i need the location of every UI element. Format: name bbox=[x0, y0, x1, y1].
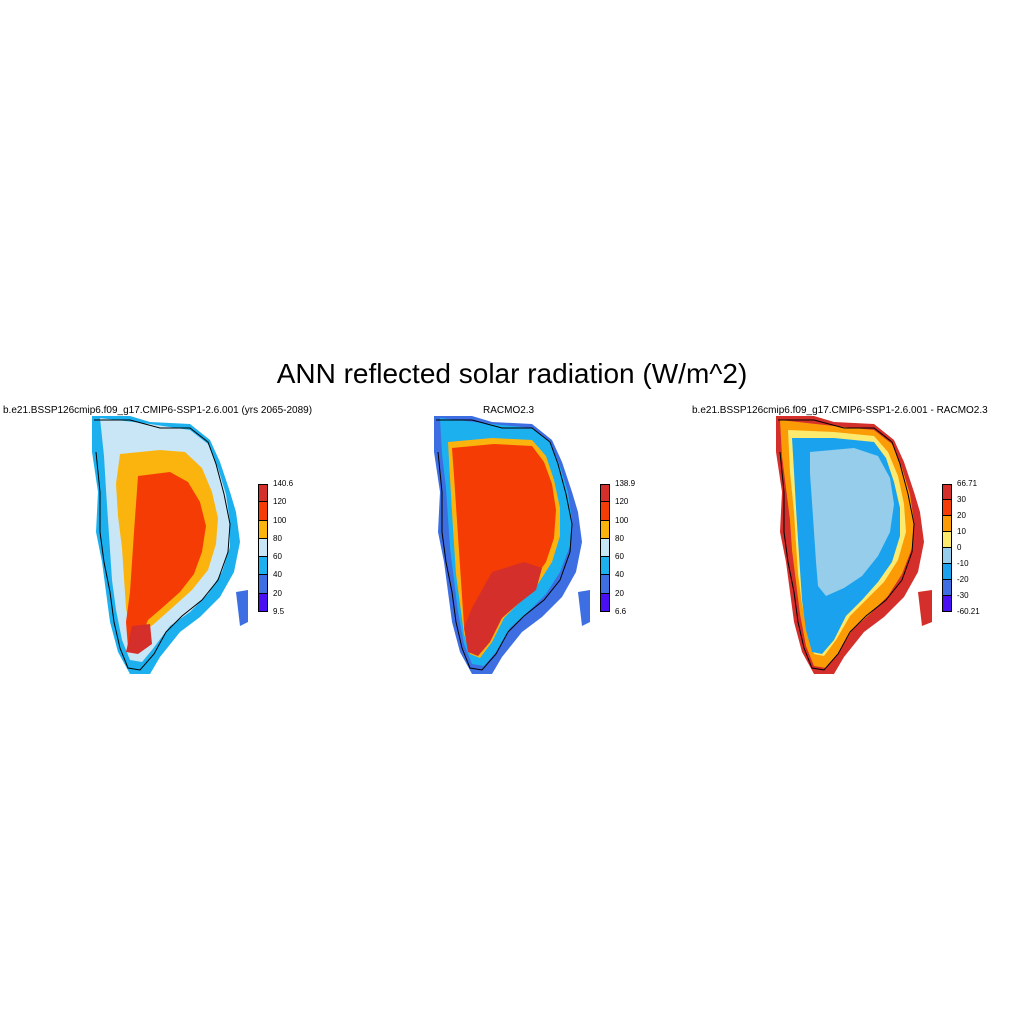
colorbar-label: 9.5 bbox=[273, 607, 285, 616]
panel-3-coastline bbox=[778, 419, 915, 671]
colorbar-label: 80 bbox=[273, 533, 282, 543]
colorbar-swatch bbox=[258, 575, 268, 594]
panel-2-map bbox=[434, 416, 590, 674]
panel-3-map bbox=[776, 416, 932, 674]
colorbar-swatch bbox=[258, 520, 268, 539]
colorbar-label: 120 bbox=[273, 497, 287, 507]
colorbar-label: -20 bbox=[957, 575, 969, 584]
colorbar-label: -10 bbox=[957, 559, 969, 568]
colorbar-label: 140.6 bbox=[273, 479, 294, 488]
colorbar-label: 100 bbox=[273, 515, 287, 525]
panel-1-inner-region bbox=[126, 472, 206, 648]
colorbar-swatch bbox=[600, 538, 610, 558]
colorbar-swatch bbox=[942, 484, 952, 500]
colorbar-frame bbox=[600, 484, 610, 612]
panel-2-title: RACMO2.3 bbox=[483, 405, 535, 416]
colorbar-label: 40 bbox=[615, 570, 624, 580]
colorbar-swatch bbox=[942, 564, 952, 580]
panel-1-peak-region bbox=[126, 624, 152, 654]
colorbar-label: 60 bbox=[615, 552, 624, 562]
colorbar-swatch bbox=[942, 548, 952, 564]
colorbar-swatch bbox=[600, 520, 610, 539]
panel-1-coastline bbox=[94, 419, 231, 671]
colorbar-label: 138.9 bbox=[615, 479, 636, 488]
colorbar-swatch bbox=[942, 500, 952, 516]
colorbar-label: 100 bbox=[615, 515, 629, 525]
colorbar-swatch bbox=[600, 557, 610, 576]
colorbar-label: 60 bbox=[273, 552, 282, 562]
colorbar-label: 20 bbox=[957, 511, 966, 520]
colorbar-swatch bbox=[942, 532, 952, 548]
colorbar-label: 66.71 bbox=[957, 479, 978, 488]
figure-title: ANN reflected solar radiation (W/m^2) bbox=[276, 358, 748, 389]
panel-1-title: b.e21.BSSP126cmip6.f09_g17.CMIP6-SSP1-2.… bbox=[3, 405, 313, 416]
colorbar-frame bbox=[258, 484, 268, 612]
colorbar-label: 20 bbox=[273, 588, 282, 598]
colorbar-label: 40 bbox=[273, 570, 282, 580]
colorbar-label: 20 bbox=[615, 588, 624, 598]
colorbar-swatch bbox=[942, 516, 952, 532]
colorbar-frame bbox=[942, 484, 952, 612]
colorbar-label: 0 bbox=[957, 543, 962, 552]
panel-3-island bbox=[918, 590, 932, 626]
colorbar-label: 30 bbox=[957, 495, 966, 504]
panel-3-title: b.e21.BSSP126cmip6.f09_g17.CMIP6-SSP1-2.… bbox=[692, 405, 988, 416]
colorbar-label: 80 bbox=[615, 533, 624, 543]
colorbar-swatch bbox=[600, 502, 610, 521]
panel-2-peak-region bbox=[464, 562, 542, 656]
colorbar-label: -30 bbox=[957, 591, 969, 600]
panel-3-inner-region bbox=[810, 448, 894, 596]
colorbar-swatch bbox=[258, 557, 268, 576]
colorbar-swatch bbox=[942, 580, 952, 596]
panel-2-island bbox=[578, 590, 590, 626]
colorbar-label: 10 bbox=[957, 527, 966, 536]
panel-1-island bbox=[236, 590, 248, 626]
panel-2-coastline bbox=[436, 419, 573, 671]
colorbar-swatch bbox=[600, 575, 610, 594]
colorbar-swatch bbox=[600, 484, 610, 503]
colorbar-swatch bbox=[258, 502, 268, 521]
colorbar-swatch bbox=[258, 538, 268, 558]
colorbar-label: 6.6 bbox=[615, 607, 627, 616]
colorbar-swatch bbox=[258, 484, 268, 503]
colorbar-label: -60.21 bbox=[957, 607, 980, 616]
panel-1-map bbox=[92, 416, 248, 674]
colorbar-label: 120 bbox=[615, 497, 629, 507]
